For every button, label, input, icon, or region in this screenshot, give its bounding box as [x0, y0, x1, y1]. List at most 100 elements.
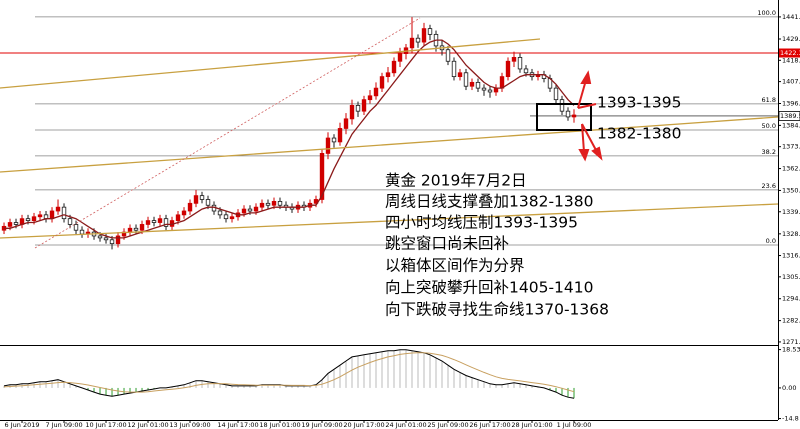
candle-body	[571, 114, 577, 118]
candle-body	[37, 214, 43, 218]
candle-body	[475, 81, 481, 89]
candle-body	[103, 237, 109, 241]
candle-body	[145, 220, 151, 225]
candle-body	[499, 76, 505, 89]
x-tick-label: 20 Jun 17:00	[343, 421, 384, 429]
candle-body	[265, 202, 271, 206]
annotation: 四小时均线压制1393-1395	[385, 214, 578, 232]
candle-body	[523, 68, 529, 74]
fib-label: 100.0	[757, 9, 776, 17]
candle-body	[163, 218, 169, 227]
macd-tick-label: 18.532	[782, 346, 800, 354]
x-tick-label: 13 Jun 09:00	[169, 421, 210, 429]
price-tag-label: 1389.5	[780, 112, 800, 120]
box-label: 1382-1380	[597, 125, 682, 143]
candle-body	[397, 53, 403, 62]
candle-body	[361, 99, 367, 112]
candle-body	[271, 201, 277, 206]
annotation: 黄金 2019年7月2日	[385, 172, 527, 190]
annotation: 周线日线支撑叠加1382-1380	[385, 193, 594, 211]
y-tick-label: 1350.7	[782, 186, 800, 194]
y-tick-label: 1362.1	[782, 165, 800, 173]
candle-body	[109, 239, 115, 245]
candle-body	[127, 227, 133, 233]
x-tick-label: 25 Jun 09:00	[427, 421, 468, 429]
candle-body	[175, 214, 181, 221]
x-tick-label: 28 Jun 01:00	[511, 421, 552, 429]
x-tick-label: 7 Jun 09:00	[45, 421, 82, 429]
candle-body	[259, 202, 265, 208]
candle-body	[451, 60, 457, 78]
candle-body	[49, 210, 55, 220]
candle-body	[217, 210, 223, 216]
candle-body	[79, 229, 85, 235]
candle-body	[367, 95, 373, 101]
candle-body	[469, 81, 475, 87]
annotations: 黄金 2019年7月2日 周线日线支撑叠加1382-1380 四小时均线压制13…	[385, 172, 609, 319]
candle-body	[25, 218, 31, 221]
candle-body	[487, 89, 493, 93]
y-tick-label: 1373.5	[782, 143, 800, 151]
y-tick-label: 1271.8	[782, 338, 800, 346]
trendline	[0, 38, 541, 89]
x-tick-label: 12 Jun 01:00	[127, 421, 168, 429]
macd-tick-label: 0.00	[782, 384, 796, 392]
annotation: 以箱体区间作为分界	[385, 257, 525, 275]
candle-body	[13, 222, 19, 225]
y-tick-label: 1305.7	[782, 273, 800, 281]
candle-body	[277, 201, 283, 206]
signal-line	[3, 352, 575, 393]
y-tick-label: 1418.5	[782, 56, 800, 64]
candle-body	[505, 60, 511, 78]
candle-body	[7, 222, 13, 227]
arrows	[577, 70, 603, 162]
x-tick-label: 6 Jun 2019	[5, 421, 40, 429]
candle-body	[331, 137, 337, 143]
candle-body	[193, 195, 199, 204]
x-tick-label: 1 Jul 09:00	[557, 421, 592, 429]
y-tick-label: 1429.6	[782, 35, 800, 43]
candle-body	[427, 28, 433, 35]
candle-body	[55, 206, 61, 212]
candle-body	[457, 72, 463, 78]
candle-body	[481, 87, 487, 91]
candle-body	[445, 49, 451, 62]
candle-body	[391, 60, 397, 74]
candle-body	[325, 137, 331, 154]
drawings	[0, 17, 779, 249]
y-tick-label: 1396.0	[782, 99, 800, 107]
macd-tick-label: -14.8	[782, 415, 799, 423]
candle-body	[559, 99, 565, 112]
candle-body	[415, 37, 421, 43]
x-tick-label: 24 Jun 01:00	[385, 421, 426, 429]
price-tag-label: 1422.3	[780, 49, 800, 57]
candle-body	[139, 224, 145, 231]
range-box	[536, 103, 592, 131]
fib-label: 38.2	[762, 148, 776, 156]
x-tick-label: 26 Jun 17:00	[469, 421, 510, 429]
candle-body	[511, 57, 517, 62]
x-tick-label: 19 Jun 09:00	[301, 421, 342, 429]
candle-body	[241, 208, 247, 214]
fib-base-line	[34, 17, 421, 249]
candle-body	[97, 235, 103, 239]
candle-body	[565, 110, 571, 118]
candle-body	[337, 128, 343, 143]
candle-body	[319, 153, 325, 200]
y-tick-label: 1407.4	[782, 78, 800, 86]
candle-body	[463, 72, 469, 87]
macd-line	[3, 349, 575, 399]
fib-label: 50.0	[762, 122, 776, 130]
candle-body	[343, 118, 349, 129]
candle-body	[517, 57, 523, 70]
candle-body	[151, 220, 157, 223]
candle-body	[199, 195, 205, 200]
x-tick-label: 10 Jun 17:00	[85, 421, 126, 429]
candle-body	[247, 208, 253, 212]
candle-body	[373, 87, 379, 97]
candle-body	[229, 216, 235, 220]
box-label: 1393-1395	[597, 94, 682, 112]
candle-body	[409, 37, 415, 49]
y-tick-label: 1282.9	[782, 317, 800, 325]
